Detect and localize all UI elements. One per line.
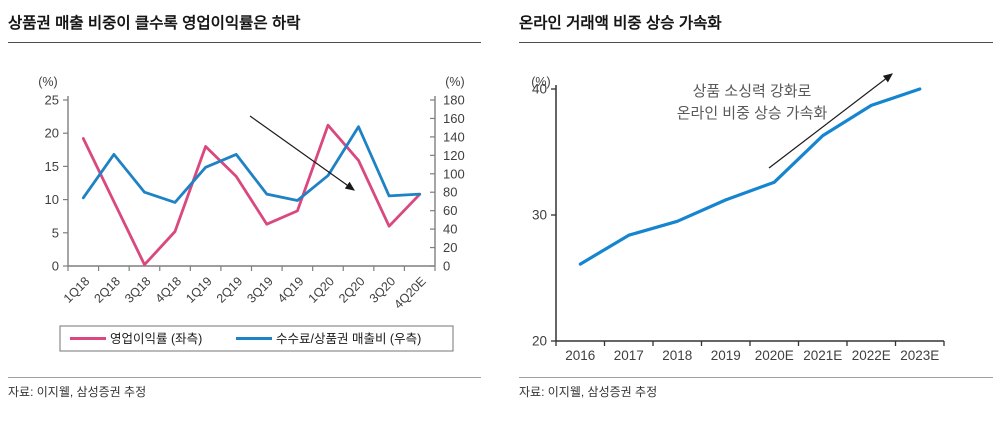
x-category-label: 1Q19	[183, 274, 215, 306]
left-chart-panel: 상품권 매출 비중이 클수록 영업이익률은 하락 (%) (%) 0 5 10 15 2…	[8, 0, 481, 427]
x-category-label: 2016	[565, 348, 595, 363]
x-category-label: 2Q20	[336, 274, 368, 306]
left-title-rule	[8, 42, 481, 43]
right-axis-tick-label: 40	[443, 222, 457, 237]
x-category-label: 2022E	[852, 348, 891, 363]
x-category-label: 3Q18	[122, 274, 154, 306]
right-axis-tick-label: 20	[443, 240, 457, 255]
left-source-rule	[8, 377, 481, 378]
x-category-label: 3Q19	[244, 274, 276, 306]
right-axis-tick-label: 140	[443, 129, 465, 144]
x-category-label: 2Q18	[91, 274, 123, 306]
right-axis-tick-label: 120	[443, 148, 465, 163]
right-chart-source: 자료: 이지웰, 삼성증권 추정	[519, 385, 658, 399]
right-chart-panel: 온라인 거래액 비중 상승 가속화 (%) 20 30 40 2016 2017 2018…	[519, 0, 993, 427]
left-axis-unit-label: (%)	[38, 75, 57, 89]
right-source-rule	[519, 377, 993, 378]
right-title-rule	[519, 42, 993, 43]
annotation-line1: 상품 소싱력 강화로	[693, 83, 812, 100]
right-axis-tick-label: 60	[443, 203, 457, 218]
annotation-line2: 온라인 비중 상승 가속화	[677, 105, 828, 122]
x-category-label: 4Q19	[275, 274, 307, 306]
x-category-label: 2Q19	[214, 274, 246, 306]
x-category-label: 1Q18	[61, 274, 93, 306]
y-axis-unit-label: (%)	[531, 75, 550, 89]
left-axis-tick-label: 15	[45, 159, 59, 174]
y-axis-tick-label: 40	[532, 82, 547, 97]
series-line-1	[81, 125, 422, 204]
series-line-0	[578, 87, 922, 266]
y-axis-tick-label: 20	[532, 334, 547, 349]
right-chart-title: 온라인 거래액 비중 상승 가속화	[519, 15, 722, 32]
left-axis-tick-label: 20	[45, 126, 59, 141]
legend-label: 영업이익률 (좌측)	[110, 332, 202, 346]
x-category-label: 2018	[662, 348, 692, 363]
x-category-label: 2021E	[803, 348, 842, 363]
uptrend-arrow	[768, 73, 893, 169]
left-chart-title: 상품권 매출 비중이 클수록 영업이익률은 하락	[8, 15, 301, 32]
right-axis-tick-label: 180	[443, 93, 465, 108]
y-axis-tick-label: 30	[532, 208, 547, 223]
right-axis-tick-label: 80	[443, 185, 457, 200]
x-category-label: 2020E	[755, 348, 794, 363]
right-chart: (%) 20 30 40 2016 2017 2018 2019 2020E 2021E 2022…	[531, 73, 945, 363]
downtrend-arrow	[249, 115, 355, 191]
series-line-0	[81, 123, 422, 267]
left-axis-tick-label: 0	[52, 259, 59, 274]
right-axis-tick-label: 160	[443, 111, 465, 126]
x-category-label: 4Q20E	[391, 274, 428, 311]
x-category-label: 2019	[711, 348, 741, 363]
legend-label: 수수료/상품권 매출비 (우측)	[276, 332, 421, 346]
right-axis-unit-label: (%)	[445, 75, 464, 89]
x-category-label: 1Q20	[306, 274, 338, 306]
x-category-label: 4Q18	[153, 274, 185, 306]
left-chart-source: 자료: 이지웰, 삼성증권 추정	[8, 385, 147, 399]
left-axis-tick-label: 10	[45, 192, 59, 207]
left-axis-tick-label: 5	[52, 225, 59, 240]
right-axis-tick-label: 0	[443, 259, 450, 274]
left-axis-tick-label: 25	[45, 93, 59, 108]
right-axis-tick-label: 100	[443, 166, 465, 181]
right-chart-plot: 20 30 40 2016 2017 2018 2019 2020E 2021E 2022E 202…	[532, 73, 945, 363]
x-category-label: 2017	[614, 348, 644, 363]
x-category-label: 2023E	[900, 348, 939, 363]
left-chart: (%) (%) 0 5 10 15 20 25 0 20 40 60 80 100 120 140 160 1…	[38, 75, 465, 352]
